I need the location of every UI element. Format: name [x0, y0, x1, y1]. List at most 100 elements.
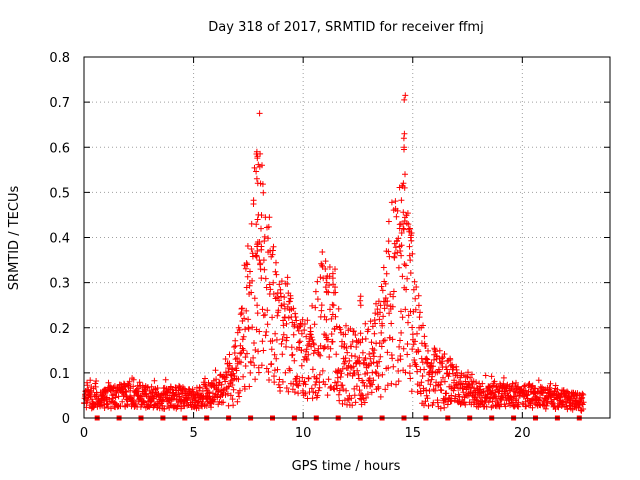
data-point — [400, 345, 407, 352]
data-point — [364, 391, 371, 398]
data-point — [424, 395, 431, 402]
data-point — [390, 288, 397, 295]
data-point — [406, 370, 413, 377]
data-point — [392, 244, 399, 251]
data-point — [427, 381, 434, 388]
data-point — [407, 225, 413, 232]
data-point — [302, 390, 309, 397]
data-point — [293, 317, 300, 324]
data-point — [265, 223, 272, 230]
data-point — [401, 146, 407, 153]
data-point — [222, 356, 229, 362]
data-point — [319, 249, 326, 255]
data-point — [370, 377, 377, 384]
data-point — [415, 348, 422, 355]
data-point — [322, 266, 329, 272]
data-point — [569, 406, 576, 413]
data-point — [286, 298, 293, 305]
data-point — [443, 390, 450, 397]
data-point — [318, 307, 325, 314]
data-point — [236, 387, 243, 394]
data-point — [151, 377, 158, 384]
data-point — [399, 273, 406, 280]
data-point — [288, 344, 295, 351]
data-point — [227, 371, 234, 378]
data-point — [112, 394, 119, 401]
data-point — [377, 353, 384, 360]
data-point — [432, 387, 439, 394]
data-point — [318, 260, 325, 267]
data-point — [218, 381, 225, 388]
data-point — [378, 343, 385, 350]
data-point — [341, 341, 348, 347]
y-tick-label: 0.8 — [49, 51, 70, 66]
data-point — [245, 325, 252, 332]
data-point — [386, 310, 393, 317]
data-point — [370, 350, 377, 356]
data-point — [278, 340, 285, 347]
data-point — [430, 363, 436, 370]
data-point — [271, 379, 278, 386]
data-point — [227, 392, 234, 399]
data-point — [385, 218, 392, 225]
data-point — [244, 261, 251, 268]
data-point — [379, 287, 386, 294]
data-point — [409, 324, 416, 331]
data-point — [298, 330, 305, 337]
data-point — [380, 264, 387, 271]
data-point — [417, 390, 424, 397]
data-point — [580, 399, 587, 406]
data-point — [199, 388, 206, 394]
data-point — [369, 381, 376, 388]
data-point — [252, 376, 259, 383]
data-point — [380, 313, 387, 320]
data-point — [330, 302, 337, 309]
data-point — [303, 346, 310, 353]
data-point — [412, 338, 418, 345]
data-point — [119, 398, 126, 405]
data-point — [411, 357, 418, 363]
data-point — [270, 279, 277, 286]
data-point — [314, 296, 321, 303]
data-point — [283, 334, 290, 341]
data-point — [92, 383, 99, 390]
data-point — [384, 298, 391, 305]
data-point — [413, 284, 420, 290]
data-point — [382, 386, 389, 393]
data-point — [289, 351, 296, 358]
data-point — [366, 351, 373, 357]
data-point — [236, 393, 243, 400]
data-point — [323, 288, 330, 295]
y-tick-label: 0.4 — [49, 232, 70, 247]
data-point — [384, 382, 391, 389]
data-point — [352, 399, 359, 406]
data-point — [425, 347, 431, 354]
data-point — [130, 383, 137, 390]
data-point — [283, 320, 290, 327]
data-point — [251, 164, 258, 171]
data-point — [244, 243, 251, 249]
data-point — [294, 373, 301, 380]
data-point — [371, 330, 378, 337]
data-point — [264, 321, 271, 328]
data-point — [437, 381, 444, 388]
data-point — [273, 271, 280, 278]
data-point — [415, 292, 422, 299]
data-point — [274, 366, 281, 373]
data-point — [431, 356, 437, 363]
data-point — [473, 379, 480, 386]
data-point — [351, 385, 358, 392]
data-point — [359, 392, 366, 399]
data-point — [527, 400, 534, 407]
data-point — [404, 275, 411, 282]
data-point — [309, 336, 316, 343]
x-tick-label: 5 — [189, 426, 197, 441]
data-point — [316, 371, 323, 378]
data-point — [434, 399, 441, 406]
data-point — [555, 404, 562, 411]
data-point — [277, 388, 284, 394]
data-point — [404, 341, 411, 347]
data-point — [254, 153, 261, 160]
data-point — [215, 401, 222, 408]
